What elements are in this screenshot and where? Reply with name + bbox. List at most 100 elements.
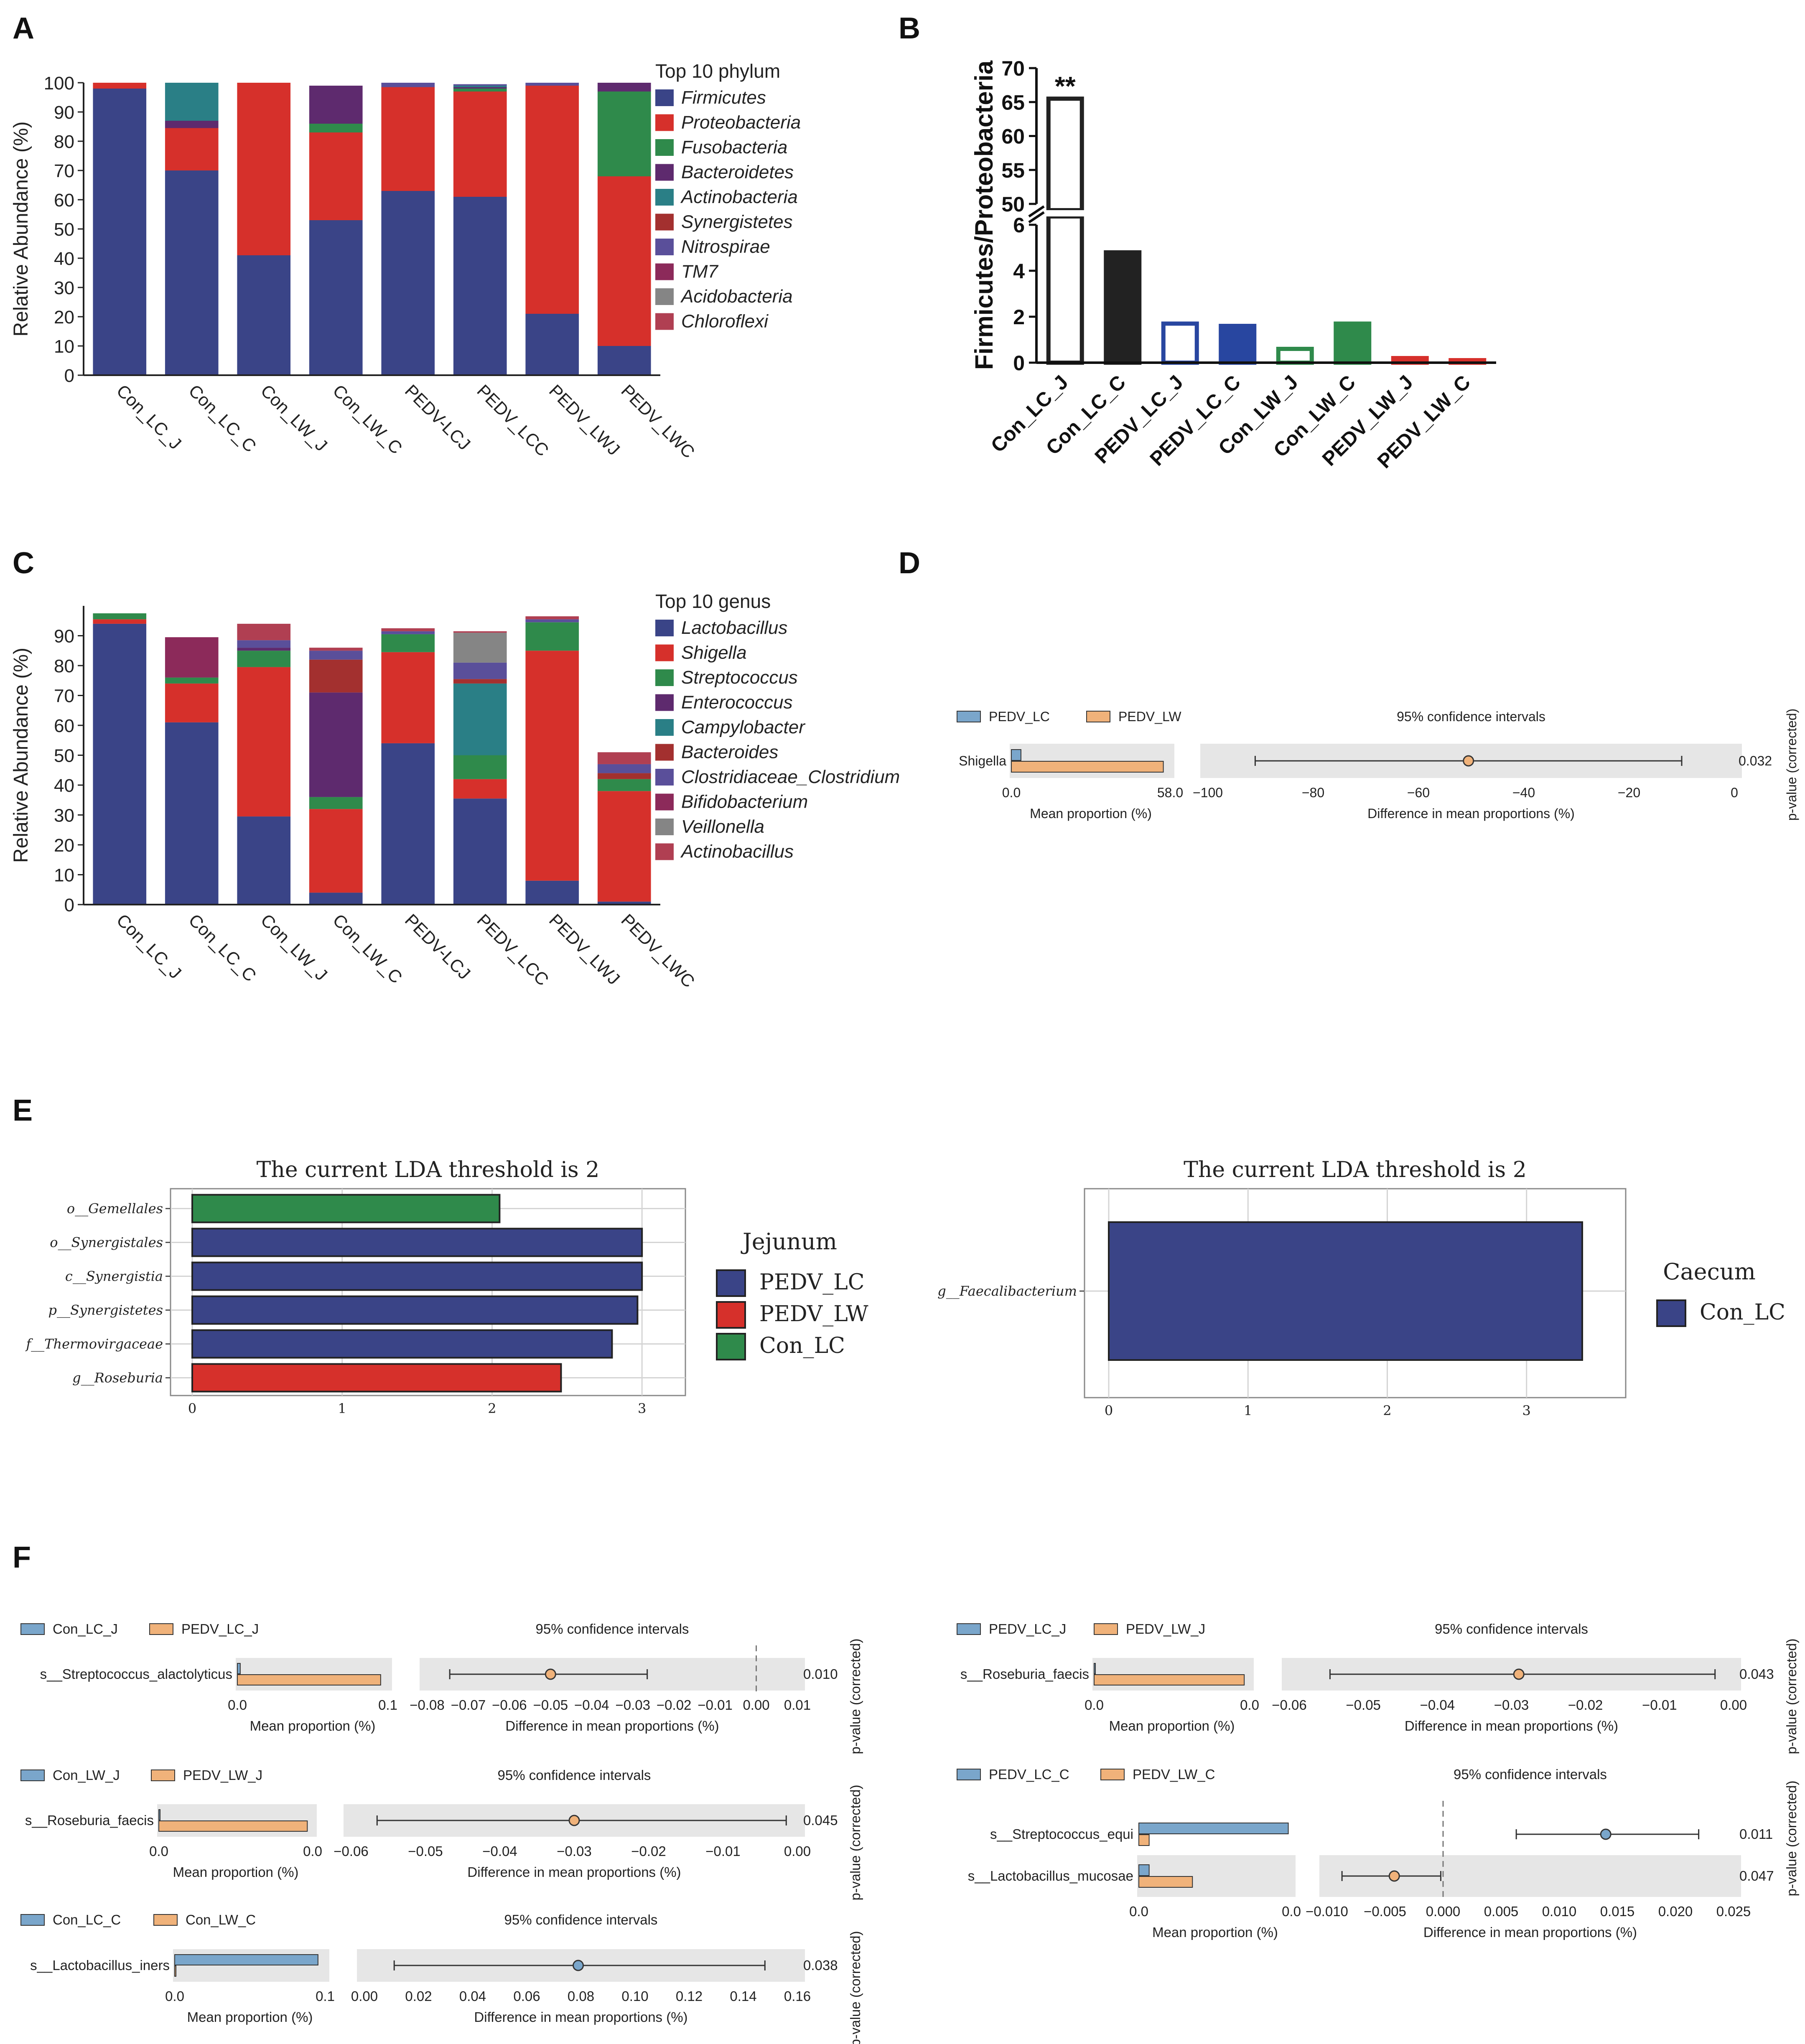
bar-segment [525,622,579,651]
x-tick-label: PEDV_LWC [617,381,698,462]
p-value: 0.032 [1739,753,1772,768]
bar [1104,250,1142,365]
x-tick-label: −0.010 [1306,1904,1348,1919]
bar-segment [453,683,507,755]
legend-label: Enterococcus [681,692,793,713]
y-tick-label: 10 [54,336,74,357]
legend-label: Clostridiaceae_Clostridium [681,767,900,787]
bar-segment [93,619,147,624]
y-tick-label: 90 [54,102,74,123]
legend-swatch [655,114,674,131]
legend-title: Top 10 phylum [655,60,780,82]
legend-label: PEDV_LC [989,709,1050,724]
bar-segment [525,619,579,623]
bar-segment [381,634,435,652]
x-tick-label: −0.07 [451,1697,486,1713]
lda-bar [191,1329,613,1359]
bar-segment [93,613,147,620]
x-tick-label: −0.01 [1642,1697,1677,1713]
lda-bar [191,1295,639,1325]
x-tick-label: 0.0 [149,1843,168,1859]
x-tick-label: 0.08 [568,1988,594,2004]
bar-segment [597,791,651,902]
y-tick-label: 70 [54,686,74,707]
bar-segment [309,692,363,797]
legend-swatch [655,694,674,711]
legend-label: Con_LW_J [53,1767,120,1783]
legend-swatch [655,239,674,255]
bar-segment [525,86,579,314]
legend-swatch [20,1769,45,1781]
y-tick-label: 10 [54,865,74,886]
bar-segment [525,880,579,905]
p-value-axis-label: p-value (corrected) [848,1931,863,2044]
bar-segment [381,628,435,631]
x-tick-label: 0.01 [784,1697,811,1713]
y-tick-label: 80 [54,132,74,152]
x-tick-label: −0.05 [408,1843,443,1859]
chart-e-caecum: 0 1 2 3 The current LDA threshold is 2 g__Fae… [937,1157,1785,1419]
legend-label: Streptococcus [681,667,798,688]
bar-segment [165,128,219,170]
x-tick-label: 3 [1522,1403,1531,1419]
x-tick-label: Con_LW_J [257,910,331,984]
chart-d: PEDV_LC PEDV_LW 95% confidence intervals Sh… [957,709,1799,821]
x-tick-label: 0.0 [1085,1697,1104,1713]
lda-bar [1108,1221,1584,1361]
bar-segment [453,92,507,197]
x-axis-label: Difference in mean proportions (%) [467,1864,681,1880]
legend-swatch [655,288,674,305]
x-tick-label: −0.06 [334,1843,369,1859]
x-tick-label: −0.03 [557,1843,592,1859]
x-tick-label: −0.03 [615,1697,650,1713]
y-axis-label: Relative Abundance (%) [10,648,32,863]
bar-segment [597,752,651,764]
legend-title: Jejunum [741,1228,837,1255]
x-tick-label: 0.06 [513,1988,540,2004]
x-tick-label: 0.00 [743,1697,769,1713]
bar-segment [525,83,579,86]
feature-label: s__Lactobacillus_iners [30,1958,170,1973]
lda-bar [191,1363,562,1393]
legend-swatch [957,711,981,722]
y-tick-label: 0 [64,895,74,915]
bar-segment [525,314,579,375]
x-tick-label: −0.06 [1272,1697,1307,1713]
legend-swatch [957,1769,981,1780]
bar-segment [597,92,651,176]
x-tick-label: 0.02 [405,1988,432,2004]
legend-label: PEDV_LC_C [989,1767,1069,1782]
ci-title: 95% confidence intervals [1397,709,1545,724]
mean-bar [174,1954,318,1966]
lda-bar [191,1194,501,1223]
ci-title: 95% confidence intervals [498,1767,651,1783]
y-tick-label: 40 [54,249,74,269]
bar-segment [165,722,219,905]
x-tick-label: 0.010 [1542,1904,1577,1919]
legend-swatch [655,843,674,860]
bar-segment [597,901,651,905]
bar-segment [453,633,507,663]
bar-segment [237,667,291,817]
x-tick-label: −0.04 [574,1697,609,1713]
x-tick-label: Con_LC_C [185,381,260,456]
legend-swatch [1100,1769,1125,1780]
legend-swatch [655,719,674,736]
x-tick-label: 0.025 [1716,1904,1751,1919]
x-tick-label: PEDV-LCJ [401,910,474,983]
bar-segment [309,809,363,893]
bar-segment [597,773,651,779]
bar [1161,321,1199,365]
significance-label: ** [1055,71,1076,101]
mean-bar [237,1674,381,1686]
bar [1046,214,1084,365]
legend-label: PEDV_LC [759,1270,865,1295]
feature-label: c__Synergistia [65,1269,163,1284]
x-tick-label: 0.020 [1658,1904,1693,1919]
x-tick-label: Con_LC_J [113,381,186,453]
bar-segment [165,683,219,722]
x-tick-label: 0.005 [1484,1904,1519,1919]
chart-f4: PEDV_LC_C PEDV_LW_C 95% confidence interva… [957,1767,1799,1940]
y-tick-label: 55 [1001,159,1025,182]
x-axis-label: Mean proportion (%) [250,1718,376,1734]
